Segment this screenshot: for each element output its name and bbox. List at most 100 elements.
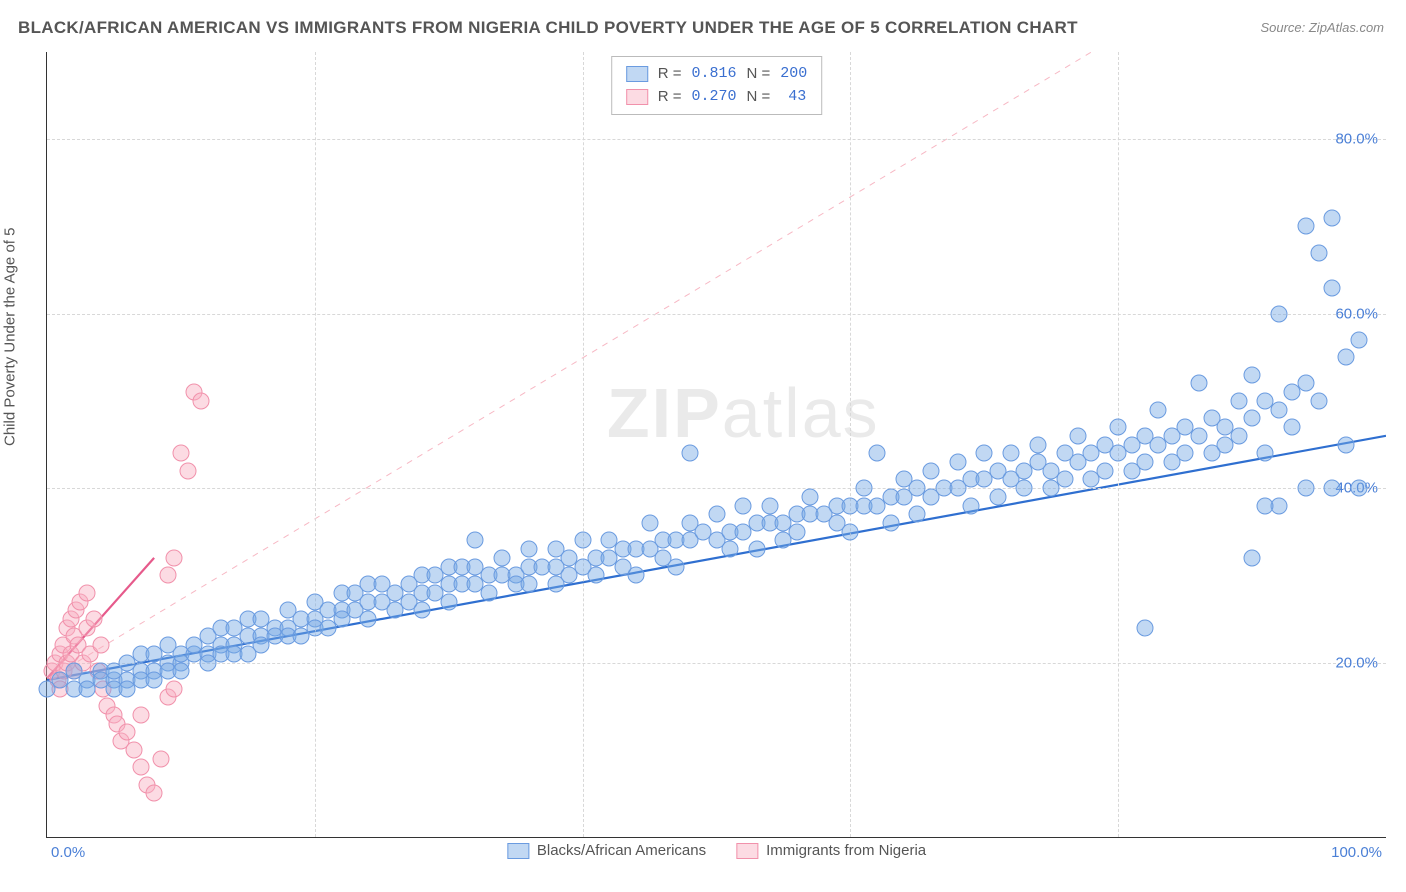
data-point xyxy=(989,488,1006,505)
swatch-series-2 xyxy=(736,843,758,859)
grid-line-h xyxy=(47,488,1386,489)
data-point xyxy=(855,480,872,497)
data-point xyxy=(1230,427,1247,444)
grid-line-v xyxy=(315,52,316,837)
y-axis-label: Child Poverty Under the Age of 5 xyxy=(2,228,19,446)
data-point xyxy=(1190,375,1207,392)
data-point xyxy=(1244,549,1261,566)
data-point xyxy=(681,445,698,462)
data-point xyxy=(92,637,109,654)
r-label: R = xyxy=(658,86,682,109)
data-point xyxy=(1029,436,1046,453)
data-point xyxy=(668,558,685,575)
legend-label-1: Blacks/African Americans xyxy=(537,842,706,859)
swatch-series-1 xyxy=(507,843,529,859)
watermark: ZIPatlas xyxy=(607,373,880,453)
legend-label-2: Immigrants from Nigeria xyxy=(766,842,926,859)
r-value-2: 0.270 xyxy=(691,86,736,109)
data-point xyxy=(1096,462,1113,479)
data-point xyxy=(1136,619,1153,636)
data-point xyxy=(721,541,738,558)
data-point xyxy=(1136,453,1153,470)
data-point xyxy=(762,497,779,514)
data-point xyxy=(440,593,457,610)
series-legend: Blacks/African Americans Immigrants from… xyxy=(507,842,926,859)
grid-line-v xyxy=(850,52,851,837)
data-point xyxy=(1297,218,1314,235)
legend-item-2: Immigrants from Nigeria xyxy=(736,842,926,859)
data-point xyxy=(1016,480,1033,497)
data-point xyxy=(79,584,96,601)
source-label: Source: ZipAtlas.com xyxy=(1260,20,1384,35)
r-label: R = xyxy=(658,63,682,86)
grid-line-h xyxy=(47,314,1386,315)
n-value-2: 43 xyxy=(780,86,806,109)
data-point xyxy=(708,506,725,523)
data-point xyxy=(192,392,209,409)
n-label: N = xyxy=(747,86,771,109)
data-point xyxy=(882,515,899,532)
data-point xyxy=(909,506,926,523)
data-point xyxy=(1257,497,1274,514)
data-point xyxy=(1324,480,1341,497)
data-point xyxy=(949,453,966,470)
data-point xyxy=(842,523,859,540)
data-point xyxy=(641,515,658,532)
data-point xyxy=(1297,375,1314,392)
n-value-1: 200 xyxy=(780,63,807,86)
data-point xyxy=(1324,279,1341,296)
data-point xyxy=(574,532,591,549)
data-point xyxy=(166,549,183,566)
data-point xyxy=(1270,401,1287,418)
data-point xyxy=(1244,410,1261,427)
data-point xyxy=(126,741,143,758)
data-point xyxy=(1337,436,1354,453)
data-point xyxy=(1311,392,1328,409)
data-point xyxy=(1070,427,1087,444)
data-point xyxy=(1351,480,1368,497)
data-point xyxy=(159,567,176,584)
data-point xyxy=(521,576,538,593)
data-point xyxy=(413,602,430,619)
data-point xyxy=(1110,419,1127,436)
data-point xyxy=(735,497,752,514)
data-point xyxy=(1230,392,1247,409)
data-point xyxy=(1297,480,1314,497)
stats-row-series-2: R = 0.270 N = 43 xyxy=(626,86,808,109)
data-point xyxy=(132,759,149,776)
grid-line-h xyxy=(47,663,1386,664)
data-point xyxy=(467,532,484,549)
data-point xyxy=(922,462,939,479)
data-point xyxy=(152,750,169,767)
data-point xyxy=(360,610,377,627)
data-point xyxy=(1056,471,1073,488)
data-point xyxy=(1257,445,1274,462)
data-point xyxy=(179,462,196,479)
data-point xyxy=(132,706,149,723)
data-point xyxy=(85,610,102,627)
data-point xyxy=(119,724,136,741)
stats-row-series-1: R = 0.816 N = 200 xyxy=(626,63,808,86)
swatch-series-2 xyxy=(626,89,648,105)
data-point xyxy=(1351,331,1368,348)
data-point xyxy=(1244,366,1261,383)
data-point xyxy=(1284,419,1301,436)
data-point xyxy=(1324,209,1341,226)
y-tick-label: 20.0% xyxy=(1335,654,1378,671)
legend-item-1: Blacks/African Americans xyxy=(507,842,706,859)
y-tick-label: 80.0% xyxy=(1335,131,1378,148)
data-point xyxy=(788,523,805,540)
data-point xyxy=(976,445,993,462)
data-point xyxy=(1003,445,1020,462)
data-point xyxy=(587,567,604,584)
data-point xyxy=(802,488,819,505)
data-point xyxy=(480,584,497,601)
data-point xyxy=(748,541,765,558)
swatch-series-1 xyxy=(626,66,648,82)
data-point xyxy=(1190,427,1207,444)
grid-line-h xyxy=(47,139,1386,140)
data-point xyxy=(172,663,189,680)
data-point xyxy=(628,567,645,584)
data-point xyxy=(166,680,183,697)
data-point xyxy=(172,445,189,462)
